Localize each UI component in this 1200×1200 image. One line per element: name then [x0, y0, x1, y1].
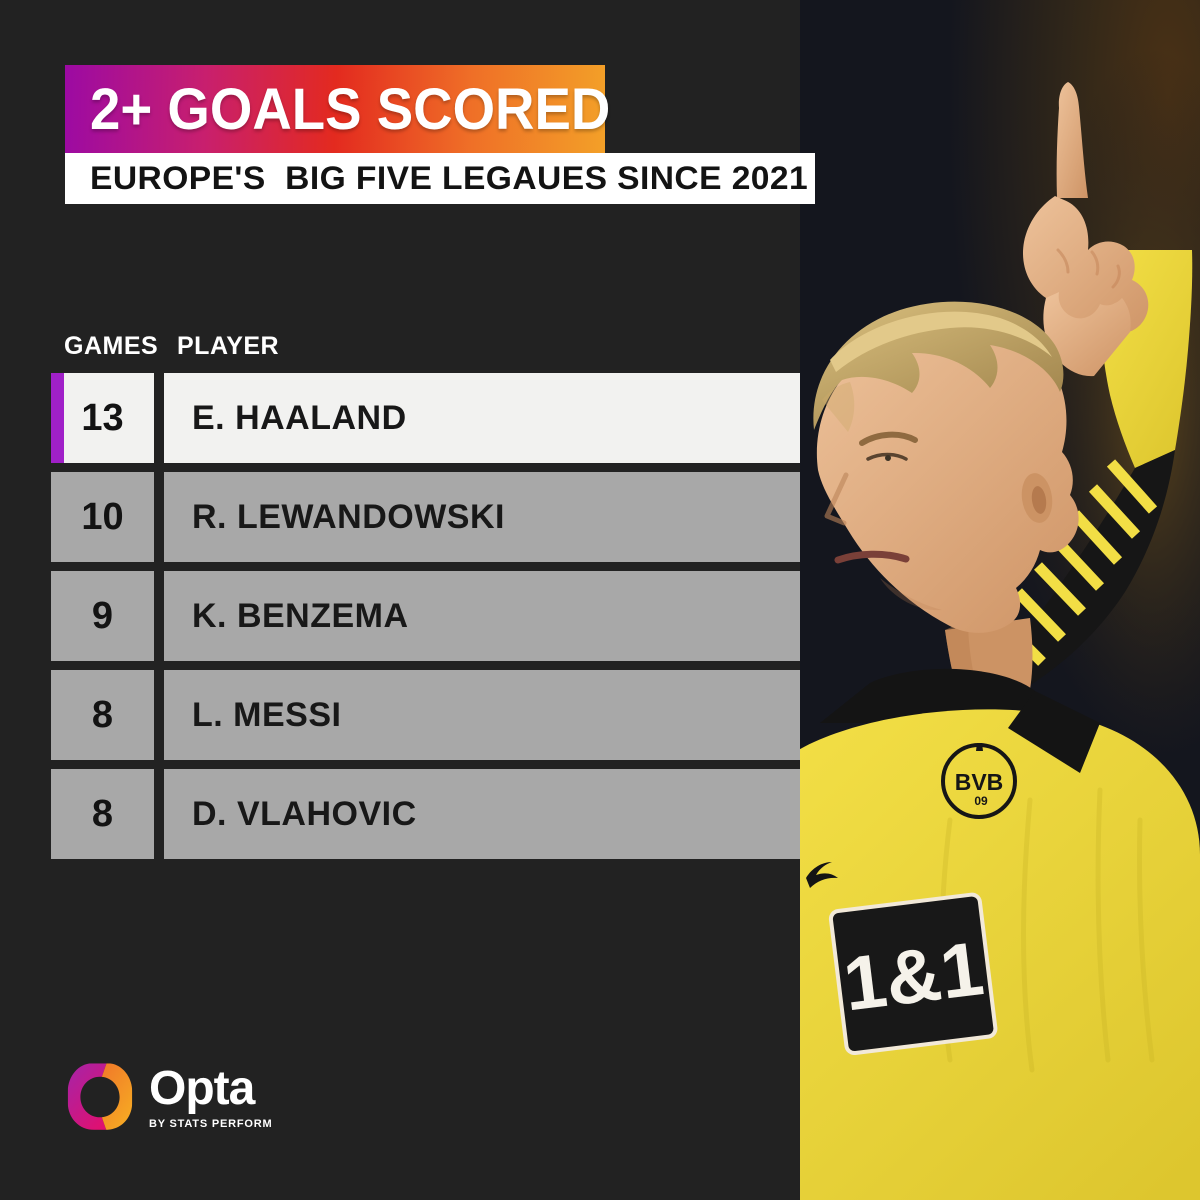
- svg-text:1&1: 1&1: [839, 926, 988, 1027]
- svg-text:09: 09: [974, 794, 988, 808]
- svg-text:BVB: BVB: [955, 769, 1004, 795]
